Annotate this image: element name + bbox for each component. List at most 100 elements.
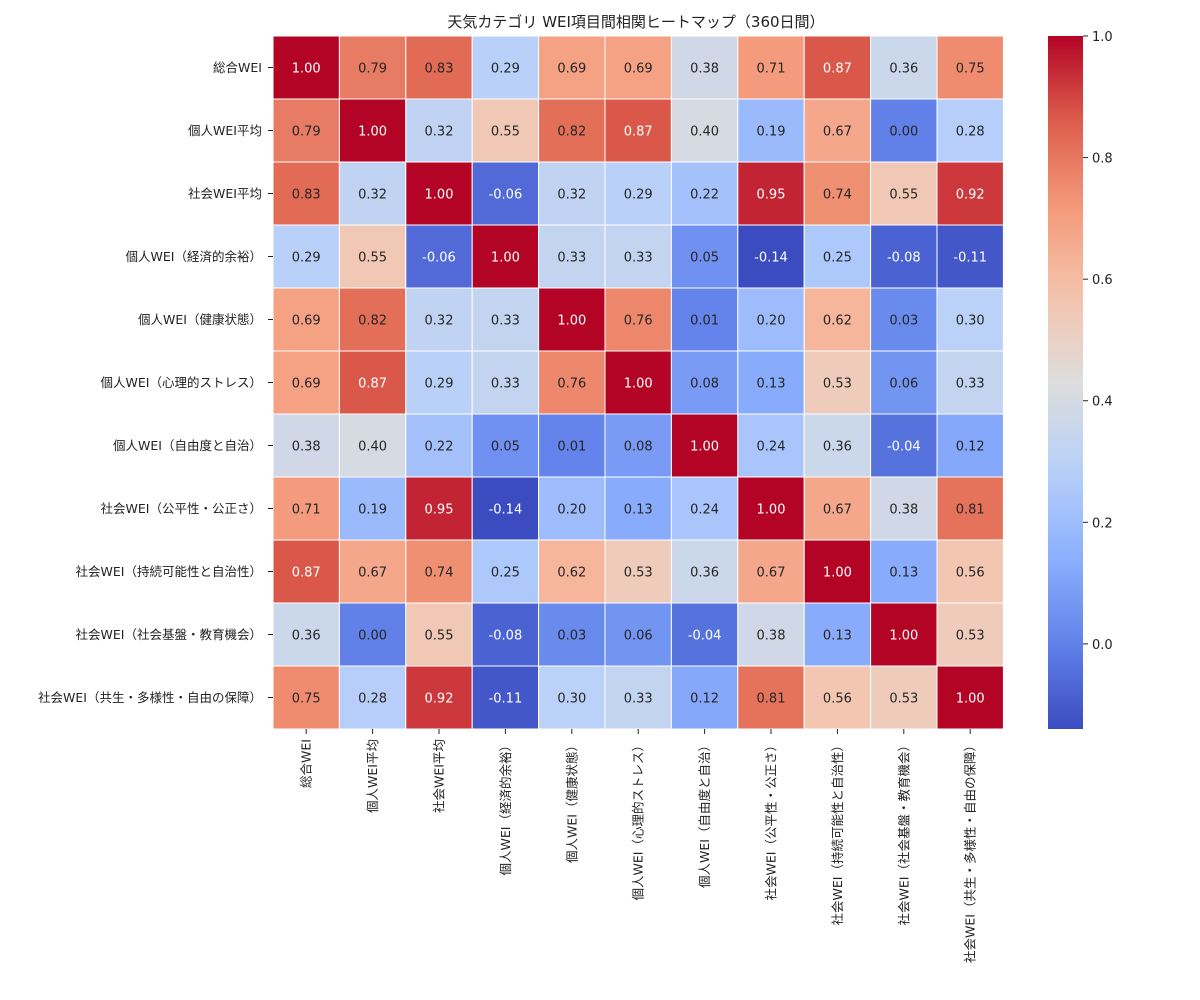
cell-value-label: 0.33 — [491, 314, 520, 329]
heatmap-cell-1-10 — [936, 98, 1004, 163]
cell-value-label: 1.00 — [491, 251, 520, 266]
heatmap-cell-4-4 — [538, 287, 606, 352]
heatmap-cell-3-2 — [405, 224, 473, 289]
column-label: 個人WEI（自由度と自治） — [697, 739, 712, 888]
cell-value-label: -0.04 — [887, 440, 921, 455]
cell-value-label: 0.69 — [624, 62, 653, 77]
cell-value-label: 0.36 — [823, 440, 852, 455]
heatmap-cell-5-0 — [272, 350, 340, 415]
heatmap-cells: 1.00 0.79 0.83 0.29 0.69 0.69 0.38 0.71 0.87 0.36… — [272, 35, 1004, 730]
heatmap-cell-4-5 — [604, 287, 672, 352]
heatmap-cell-10-7 — [737, 665, 805, 730]
cell-value-label: 0.81 — [956, 503, 985, 518]
colorbar-tick-label: 0.8 — [1092, 152, 1113, 167]
heatmap-cell-6-7 — [737, 413, 805, 478]
cell-value-label: 0.71 — [757, 62, 786, 77]
cell-value-label: 0.33 — [624, 692, 653, 707]
heatmap-cell-3-9 — [870, 224, 938, 289]
cell-value-label: 0.36 — [690, 566, 719, 581]
heatmap-cell-9-2 — [405, 602, 473, 667]
cell-value-label: 0.28 — [358, 692, 387, 707]
cell-value-label: 0.03 — [889, 314, 918, 329]
cell-value-label: -0.08 — [489, 629, 523, 644]
cell-value-label: 0.62 — [557, 566, 586, 581]
cell-value-label: 0.67 — [358, 566, 387, 581]
row-label: 社会WEI（社会基盤・教育機会） — [76, 627, 262, 642]
cell-value-label: 0.13 — [757, 377, 786, 392]
cell-value-label: 0.55 — [889, 188, 918, 203]
heatmap-cell-0-7 — [737, 35, 805, 100]
heatmap-cell-7-10 — [936, 476, 1004, 541]
heatmap-cell-7-3 — [471, 476, 540, 541]
heatmap-cell-5-8 — [803, 350, 872, 415]
cell-value-label: 0.53 — [823, 377, 852, 392]
cell-value-label: 1.00 — [690, 440, 719, 455]
column-label: 社会WEI（共生・多様性・自由の保障） — [963, 739, 978, 963]
cell-value-label: 0.92 — [956, 188, 985, 203]
cell-value-label: -0.14 — [754, 251, 788, 266]
cell-value-label: 0.53 — [624, 566, 653, 581]
cell-value-label: 0.25 — [491, 566, 520, 581]
heatmap-cell-7-1 — [338, 476, 407, 541]
cell-value-label: 0.19 — [358, 503, 387, 518]
cell-value-label: 0.67 — [823, 503, 852, 518]
heatmap-cell-8-2 — [405, 539, 473, 604]
column-label: 社会WEI（持続可能性と自治性） — [830, 739, 845, 925]
cell-value-label: 0.01 — [690, 314, 719, 329]
cell-value-label: 0.82 — [358, 314, 387, 329]
cell-value-label: 0.19 — [757, 125, 786, 140]
cell-value-label: 0.30 — [956, 314, 985, 329]
column-label: 社会WEI（社会基盤・教育機会） — [896, 739, 911, 925]
heatmap-cell-8-9 — [870, 539, 938, 604]
heatmap-cell-4-0 — [272, 287, 340, 352]
column-label: 社会WEI（公平性・公正さ） — [764, 739, 779, 900]
cell-value-label: 0.55 — [491, 125, 520, 140]
cell-value-label: 1.00 — [757, 503, 786, 518]
cell-value-label: 0.13 — [624, 503, 653, 518]
heatmap-cell-0-0 — [272, 35, 340, 100]
cell-value-label: 1.00 — [557, 314, 586, 329]
heatmap-cell-9-7 — [737, 602, 805, 667]
cell-value-label: 0.29 — [425, 377, 454, 392]
cell-value-label: 0.67 — [757, 566, 786, 581]
heatmap-cell-9-3 — [471, 602, 540, 667]
row-label: 社会WEI（持続可能性と自治性） — [76, 564, 262, 579]
chart-title: 天気カテゴリ WEI項目間相関ヒートマップ（360日間） — [447, 13, 824, 31]
cell-value-label: 0.08 — [624, 440, 653, 455]
heatmap-cell-4-1 — [338, 287, 407, 352]
cell-value-label: 0.62 — [823, 314, 852, 329]
cell-value-label: 0.38 — [889, 503, 918, 518]
heatmap-cell-9-0 — [272, 602, 340, 667]
cell-value-label: 0.55 — [358, 251, 387, 266]
cell-value-label: 0.87 — [292, 566, 321, 581]
cell-value-label: 0.74 — [823, 188, 852, 203]
heatmap-cell-8-10 — [936, 539, 1004, 604]
heatmap-cell-4-2 — [405, 287, 473, 352]
heatmap-cell-6-5 — [604, 413, 672, 478]
heatmap-cell-4-9 — [870, 287, 938, 352]
heatmap-cell-1-0 — [272, 98, 340, 163]
cell-value-label: 0.87 — [624, 125, 653, 140]
heatmap-cell-8-0 — [272, 539, 340, 604]
heatmap-cell-1-6 — [670, 98, 739, 163]
row-label: 個人WEI（経済的余裕） — [126, 249, 262, 264]
heatmap-cell-10-1 — [338, 665, 407, 730]
heatmap-cell-3-5 — [604, 224, 672, 289]
cell-value-label: 0.25 — [823, 251, 852, 266]
cell-value-label: -0.04 — [688, 629, 722, 644]
heatmap-cell-0-2 — [405, 35, 473, 100]
cell-value-label: 0.38 — [690, 62, 719, 77]
cell-value-label: 0.32 — [425, 125, 454, 140]
cell-value-label: 0.76 — [557, 377, 586, 392]
cell-value-label: 0.05 — [491, 440, 520, 455]
heatmap-cell-3-6 — [670, 224, 739, 289]
cell-value-label: 0.87 — [358, 377, 387, 392]
cell-value-label: 0.22 — [690, 188, 719, 203]
cell-value-label: 0.29 — [491, 62, 520, 77]
heatmap-cell-3-8 — [803, 224, 872, 289]
heatmap-cell-1-8 — [803, 98, 872, 163]
cell-value-label: 0.53 — [889, 692, 918, 707]
cell-value-label: 0.32 — [358, 188, 387, 203]
cell-value-label: -0.08 — [887, 251, 921, 266]
